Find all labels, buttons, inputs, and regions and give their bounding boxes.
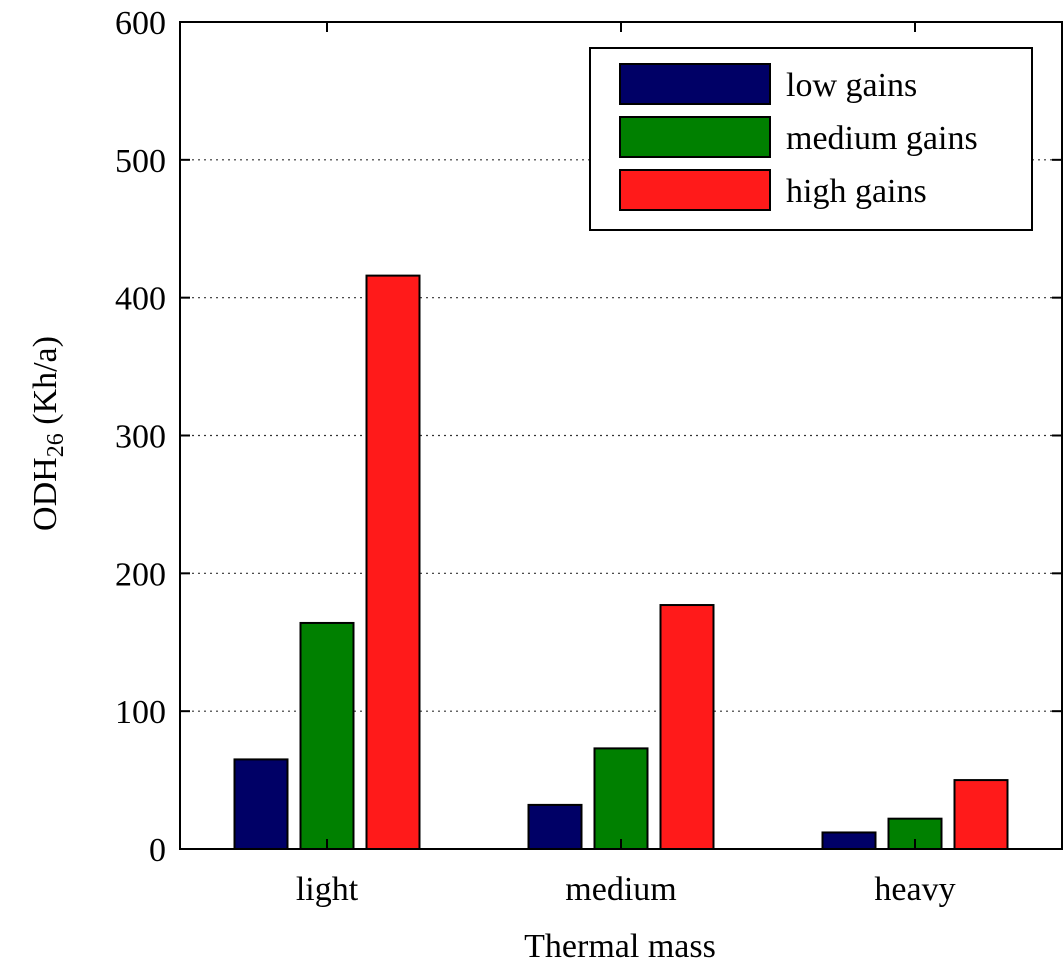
bar-heavy-2 — [953, 779, 1009, 850]
y-tick-label: 300 — [115, 419, 166, 456]
bar-medium-0 — [527, 803, 583, 850]
y-axis-title-subscript: 26 — [43, 433, 69, 457]
y-tick-label: 100 — [115, 694, 166, 731]
legend-label: high gains — [786, 173, 927, 210]
y-tick-labels: 0 100 200 300 400 500 600 — [115, 5, 166, 869]
bar-medium-2 — [659, 604, 715, 850]
legend-swatch — [619, 63, 771, 105]
legend: low gains medium gains high gains — [589, 47, 1033, 231]
bar-medium-1 — [593, 747, 649, 850]
y-tick-label: 600 — [115, 5, 166, 42]
y-axis-title-unit: (Kh/a) — [27, 336, 64, 433]
bar-light-0 — [233, 758, 289, 850]
x-axis-title: Thermal mass — [524, 928, 716, 964]
y-tick-label: 200 — [115, 556, 166, 593]
legend-label: low gains — [786, 67, 917, 104]
x-tick-labels: light medium heavy — [296, 871, 956, 908]
bar-heavy-0 — [821, 831, 877, 851]
legend-label: medium gains — [786, 120, 978, 157]
legend-swatch — [619, 169, 771, 211]
x-tick-label: light — [296, 871, 359, 908]
y-tick-label: 500 — [115, 143, 166, 180]
bar-light-1 — [299, 621, 355, 850]
y-tick-label: 400 — [115, 281, 166, 318]
x-tick-label: medium — [565, 871, 676, 908]
bar-light-2 — [365, 274, 421, 850]
y-axis-title: ODH26 (Kh/a) — [27, 336, 69, 531]
y-tick-label: 0 — [149, 832, 166, 869]
axis-ticks — [180, 21, 1062, 850]
legend-swatch — [619, 116, 771, 158]
y-axis-title-main: ODH — [27, 457, 64, 531]
x-tick-label: heavy — [874, 871, 955, 908]
bars — [233, 274, 1009, 851]
